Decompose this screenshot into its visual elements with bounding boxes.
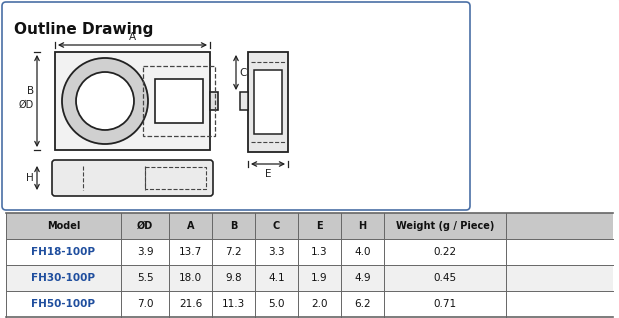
FancyBboxPatch shape [2,2,470,210]
Bar [55,52,210,150]
Text: 18.0: 18.0 [179,273,202,283]
Bar [155,79,203,123]
Text: H: H [358,221,366,231]
Bar [248,52,288,152]
Text: 7.2: 7.2 [225,247,242,257]
Text: 9.8: 9.8 [225,273,242,283]
Text: 6.2: 6.2 [354,299,371,309]
Text: FH18-100P: FH18-100P [32,247,95,257]
Bar [145,167,206,189]
Text: C: C [239,67,246,78]
Text: 4.1: 4.1 [268,273,285,283]
Text: 0.71: 0.71 [433,299,457,309]
Text: 0.45: 0.45 [433,273,457,283]
Circle shape [76,72,134,130]
Text: 11.3: 11.3 [222,299,245,309]
Bar [6,239,613,265]
Text: E: E [265,169,271,179]
Text: 7.0: 7.0 [137,299,154,309]
Text: 3.9: 3.9 [137,247,154,257]
Text: ØD: ØD [137,221,153,231]
Text: A: A [129,32,136,42]
Text: 3.3: 3.3 [268,247,285,257]
Text: 4.0: 4.0 [354,247,371,257]
Bar [6,213,613,239]
Bar [6,291,613,317]
Text: 4.9: 4.9 [354,273,371,283]
Text: 21.6: 21.6 [179,299,202,309]
Text: B: B [27,86,34,96]
Text: 1.3: 1.3 [311,247,328,257]
Text: Outline Drawing: Outline Drawing [14,22,154,37]
Bar [6,265,613,291]
Text: 5.5: 5.5 [137,273,154,283]
Text: FH50-100P: FH50-100P [32,299,95,309]
Bar [254,70,282,134]
Text: Weight (g / Piece): Weight (g / Piece) [396,221,494,231]
Text: ØD: ØD [19,100,34,110]
Text: 5.0: 5.0 [268,299,285,309]
Text: 0.22: 0.22 [433,247,457,257]
Text: E: E [316,221,323,231]
Text: A: A [187,221,194,231]
Bar [240,92,248,110]
Circle shape [62,58,148,144]
Text: FH30-100P: FH30-100P [32,273,95,283]
Bar [210,92,218,110]
Text: B: B [230,221,237,231]
Bar [143,66,215,136]
FancyBboxPatch shape [52,160,213,196]
Text: Model: Model [47,221,80,231]
Text: C: C [273,221,280,231]
Text: 2.0: 2.0 [311,299,327,309]
Text: 1.9: 1.9 [311,273,328,283]
Text: 13.7: 13.7 [179,247,202,257]
Text: H: H [26,173,34,183]
